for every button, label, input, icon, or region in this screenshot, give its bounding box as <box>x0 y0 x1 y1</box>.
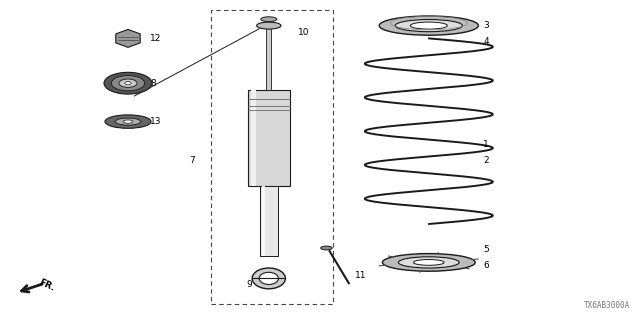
Text: 12: 12 <box>150 34 162 43</box>
Ellipse shape <box>261 17 277 22</box>
Ellipse shape <box>111 76 145 91</box>
Text: 1: 1 <box>483 140 489 148</box>
Bar <box>262 186 265 256</box>
Ellipse shape <box>396 20 463 32</box>
Text: 3: 3 <box>483 21 489 30</box>
Text: FR.: FR. <box>37 277 56 292</box>
Ellipse shape <box>413 260 444 265</box>
Ellipse shape <box>119 79 137 87</box>
Ellipse shape <box>115 118 141 125</box>
Text: 8: 8 <box>150 79 156 88</box>
Polygon shape <box>116 29 140 47</box>
Text: 4: 4 <box>483 37 489 46</box>
Ellipse shape <box>383 253 476 271</box>
Bar <box>250 90 255 186</box>
Text: 13: 13 <box>150 117 162 126</box>
Text: TX6AB3000A: TX6AB3000A <box>584 301 630 310</box>
Bar <box>248 90 289 186</box>
Ellipse shape <box>257 22 281 29</box>
Text: 11: 11 <box>355 271 367 280</box>
Ellipse shape <box>259 272 278 284</box>
Text: 7: 7 <box>189 156 195 164</box>
Ellipse shape <box>410 22 447 29</box>
Ellipse shape <box>105 115 151 128</box>
Ellipse shape <box>104 72 152 94</box>
Bar <box>211 10 333 304</box>
Text: 9: 9 <box>246 280 252 289</box>
Ellipse shape <box>398 257 460 268</box>
Ellipse shape <box>379 16 479 35</box>
Bar <box>266 22 271 90</box>
Ellipse shape <box>123 120 133 123</box>
Text: 10: 10 <box>298 28 309 36</box>
Bar <box>260 186 278 256</box>
Text: 2: 2 <box>483 156 489 164</box>
Ellipse shape <box>321 246 332 250</box>
Ellipse shape <box>125 82 131 85</box>
Text: 6: 6 <box>483 261 489 270</box>
Ellipse shape <box>252 268 285 289</box>
Text: 5: 5 <box>483 245 489 254</box>
